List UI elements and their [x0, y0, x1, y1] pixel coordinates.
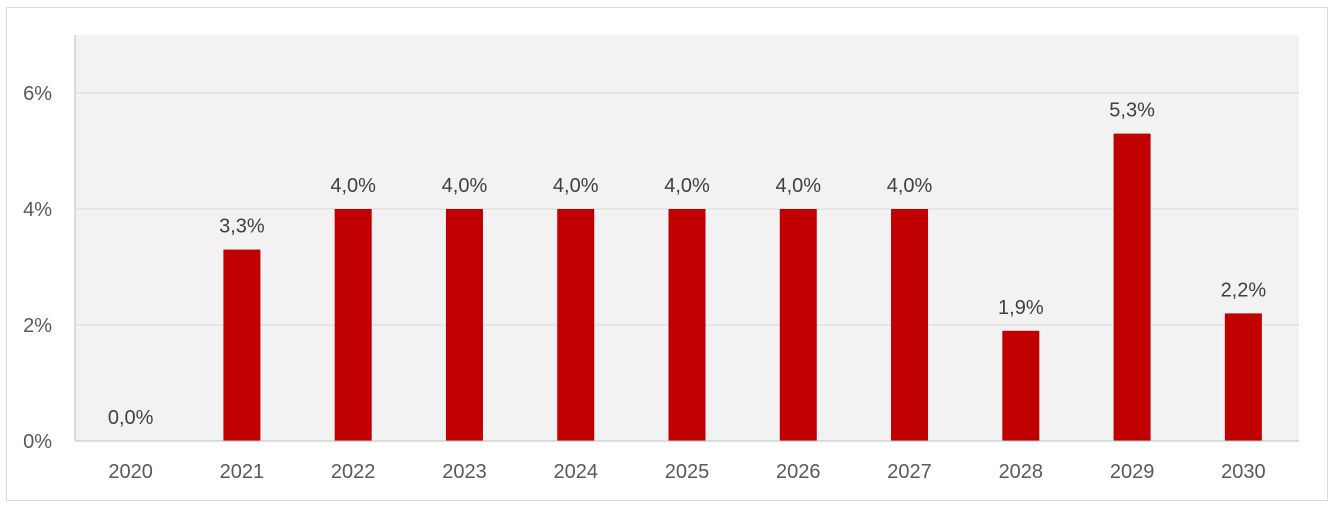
bars [223, 133, 1262, 441]
data-label-2020: 0,0% [108, 407, 154, 429]
x-axis-tick-labels: 2020 2021 2022 2023 2024 2025 2026 2027 2028 2029… [108, 461, 1265, 483]
data-label-2029: 5,3% [1109, 100, 1155, 122]
data-labels: 0,0% 3,3% 4,0% 4,0% 4,0% 4,0% 4,0% 4,0% 1,9% 5,3%… [108, 100, 1267, 429]
x-tick-label-2028: 2028 [999, 461, 1044, 483]
bar-2021 [223, 249, 261, 441]
data-label-2027: 4,0% [887, 175, 933, 197]
y-tick-label: 2% [23, 315, 52, 337]
data-label-2026: 4,0% [775, 175, 821, 197]
bar-2026 [779, 209, 817, 441]
bar-2027 [891, 209, 929, 441]
y-tick-label: 4% [23, 199, 52, 221]
x-tick-label-2024: 2024 [553, 461, 598, 483]
data-label-2024: 4,0% [553, 175, 599, 197]
x-tick-label-2021: 2021 [220, 461, 265, 483]
data-label-2030: 2,2% [1221, 279, 1267, 301]
data-label-2021: 3,3% [219, 216, 265, 238]
bar-2029 [1113, 133, 1151, 441]
x-tick-label-2029: 2029 [1110, 461, 1155, 483]
x-tick-label-2022: 2022 [331, 461, 376, 483]
x-tick-label-2020: 2020 [108, 461, 153, 483]
bar-2025 [668, 209, 706, 441]
y-tick-label: 6% [23, 83, 52, 105]
x-tick-label-2025: 2025 [665, 461, 710, 483]
x-tick-label-2027: 2027 [887, 461, 932, 483]
bar-2024 [557, 209, 595, 441]
data-label-2028: 1,9% [998, 297, 1044, 319]
x-tick-label-2026: 2026 [776, 461, 821, 483]
data-label-2025: 4,0% [664, 175, 710, 197]
bar-2028 [1002, 330, 1040, 441]
data-label-2023: 4,0% [442, 175, 488, 197]
x-tick-label-2023: 2023 [442, 461, 487, 483]
y-axis-tick-labels: 0% 2% 4% 6% [23, 83, 52, 453]
y-tick-label: 0% [23, 431, 52, 453]
data-label-2022: 4,0% [330, 175, 376, 197]
bar-2023 [445, 209, 483, 441]
x-tick-label-2030: 2030 [1221, 461, 1266, 483]
bar-2022 [334, 209, 372, 441]
bar-2030 [1224, 313, 1262, 441]
